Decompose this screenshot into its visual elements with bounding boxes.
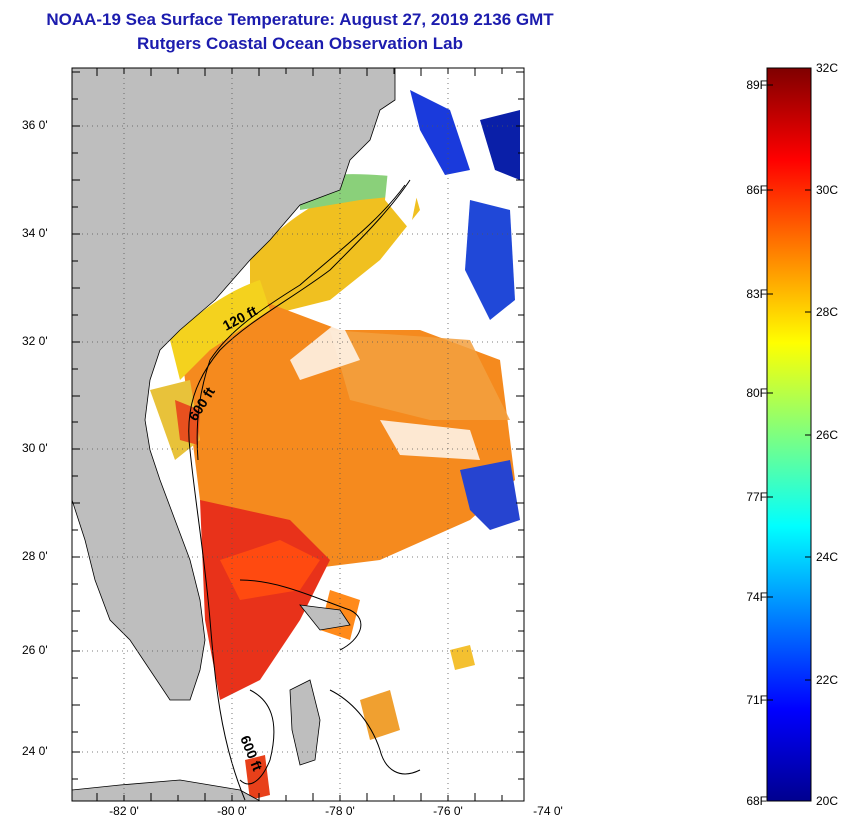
map-title: NOAA-19 Sea Surface Temperature: August … [46, 10, 554, 29]
lat-label-28: 28 0' [22, 549, 48, 563]
map-panel: 120 ft 600 ft 600 ft [72, 68, 524, 801]
map-subtitle: Rutgers Coastal Ocean Observation Lab [137, 34, 463, 53]
land-andros [289, 679, 321, 766]
land-mainland [72, 68, 396, 701]
sst-field [150, 80, 520, 800]
colorbar-label-20c: 20C [816, 794, 839, 808]
graticule [72, 68, 524, 801]
colorbar-label-77f: 77F [746, 490, 767, 504]
colorbar-label-26c: 26C [816, 428, 839, 442]
lat-label-36: 36 0' [22, 118, 48, 132]
lat-label-30: 30 0' [22, 441, 48, 455]
lon-label-78: -78 0' [325, 804, 355, 818]
colorbar-label-22c: 22C [816, 673, 839, 687]
colorbar-ticks [767, 67, 811, 802]
lat-label-26: 26 0' [22, 643, 48, 657]
colorbar-label-30c: 30C [816, 183, 839, 197]
colorbar-label-83f: 83F [746, 287, 767, 301]
colorbar-label-80f: 80F [746, 386, 767, 400]
colorbar-label-86f: 86F [746, 183, 767, 197]
colorbar-label-24c: 24C [816, 550, 839, 564]
colorbar-label-74f: 74F [746, 590, 767, 604]
colorbar-label-68f: 68F [746, 794, 767, 808]
lat-label-34: 34 0' [22, 226, 48, 240]
colorbar-label-28c: 28C [816, 305, 839, 319]
lat-label-32: 32 0' [22, 334, 48, 348]
lon-label-80: -80 0' [217, 804, 247, 818]
lon-label-74: -74 0' [533, 804, 563, 818]
map-frame [71, 67, 525, 802]
colorbar-label-71f: 71F [746, 693, 767, 707]
isobath-contours [188, 179, 421, 801]
land-grand-bahama [299, 604, 351, 631]
lon-label-76: -76 0' [433, 804, 463, 818]
lat-label-24: 24 0' [22, 744, 48, 758]
colorbar-label-32c: 32C [816, 61, 839, 75]
axis-ticks [72, 68, 524, 801]
colorbar-label-89f: 89F [746, 78, 767, 92]
lon-label-82: -82 0' [109, 804, 139, 818]
colorbar [766, 67, 812, 802]
land-cuba [72, 779, 261, 801]
